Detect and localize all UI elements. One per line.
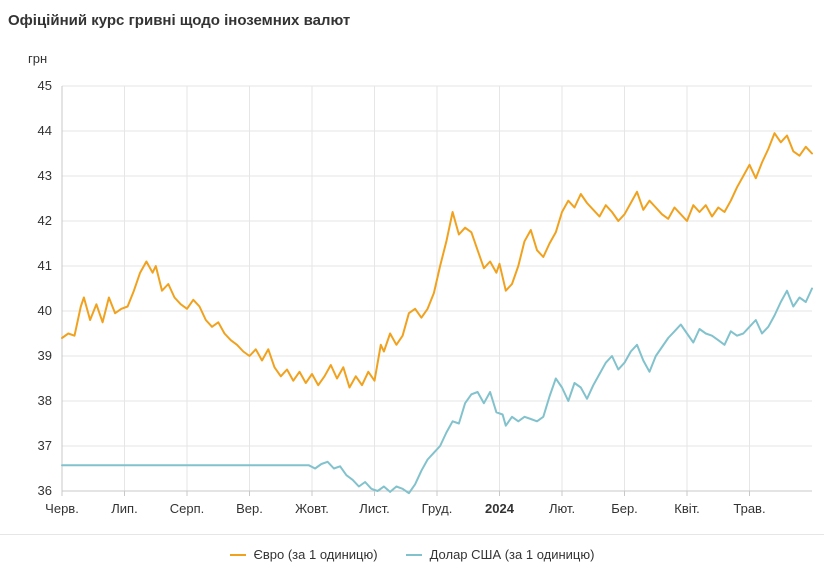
- x-axis-label: Квіт.: [674, 501, 700, 516]
- chart-legend: Євро (за 1 одиницю) Долар США (за 1 один…: [0, 534, 824, 570]
- y-axis-label: 38: [38, 393, 52, 408]
- series-line-1: [61, 287, 813, 495]
- legend-item-euro[interactable]: Євро (за 1 одиницю): [229, 547, 378, 562]
- legend-label-usd: Долар США (за 1 одиницю): [429, 547, 595, 562]
- chart-title: Офіційний курс гривні щодо іноземних вал…: [8, 12, 351, 29]
- x-axis-label: Черв.: [45, 501, 79, 516]
- y-axis-label: 42: [38, 213, 52, 228]
- y-axis-label: 40: [38, 303, 52, 318]
- x-axis-label: Лип.: [111, 501, 137, 516]
- y-axis-label: 37: [38, 438, 52, 453]
- x-axis-label: Лист.: [359, 501, 389, 516]
- usd-line-swatch: [405, 553, 422, 556]
- x-axis-label: Серп.: [170, 501, 205, 516]
- x-axis-label: Вер.: [236, 501, 263, 516]
- y-axis-label: 43: [38, 168, 52, 183]
- y-axis-label: 36: [38, 483, 52, 498]
- x-axis-label: Жовт.: [295, 501, 329, 516]
- x-axis-label: Груд.: [422, 501, 453, 516]
- y-axis-unit-label: грн: [28, 51, 47, 66]
- x-axis-label: 2024: [485, 501, 515, 516]
- x-axis-label: Лют.: [549, 501, 575, 516]
- y-axis-label: 44: [38, 123, 52, 138]
- y-axis-label: 45: [38, 78, 52, 93]
- y-axis-label: 41: [38, 258, 52, 273]
- series-line-0: [61, 132, 813, 389]
- euro-line-swatch: [229, 553, 246, 556]
- x-axis-label: Бер.: [611, 501, 638, 516]
- exchange-rate-chart: грн 36 37 38 39 40 41 42 43 44 45 Черв. Лип. Серп. Вер…: [28, 51, 813, 516]
- legend-item-usd[interactable]: Долар США (за 1 одиницю): [405, 547, 595, 562]
- legend-label-euro: Євро (за 1 одиницю): [253, 547, 378, 562]
- x-axis-label: Трав.: [733, 501, 765, 516]
- y-axis-label: 39: [38, 348, 52, 363]
